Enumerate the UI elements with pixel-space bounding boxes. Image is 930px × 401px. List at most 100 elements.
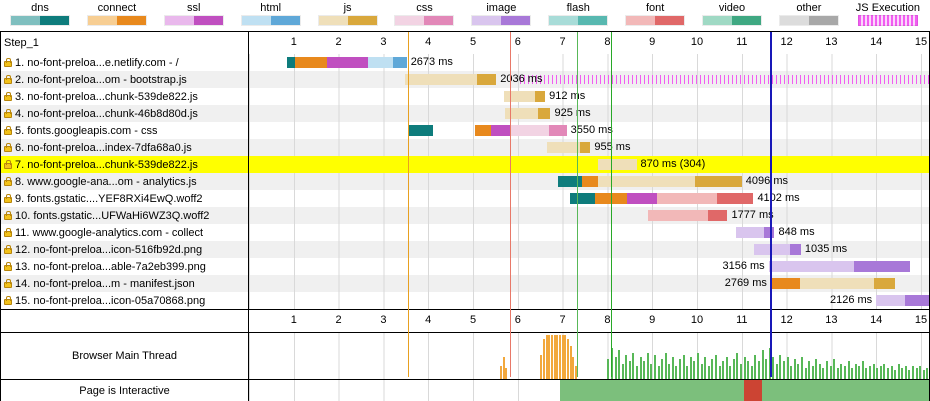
request-timeline-cell[interactable]: 955 ms <box>249 139 929 156</box>
request-bar-segment[interactable] <box>294 57 327 68</box>
request-bar-segment[interactable] <box>754 244 791 255</box>
request-label[interactable]: 15. no-font-preloa...icon-05a70868.png <box>15 294 206 307</box>
request-label[interactable]: 9. fonts.gstatic....YEF8RXi4EwQ.woff2 <box>15 192 203 205</box>
request-timeline-cell[interactable]: 3550 ms <box>249 122 929 139</box>
request-label-cell[interactable]: 2. no-font-preloa...om - bootstrap.js <box>1 71 249 88</box>
request-bar-segment[interactable] <box>594 193 627 204</box>
request-label[interactable]: 3. no-font-preloa...chunk-539de822.js <box>15 90 198 103</box>
request-bar-segment[interactable] <box>770 278 801 289</box>
request-label-cell[interactable]: 7. no-font-preloa...chunk-539de822.js <box>1 156 249 173</box>
request-bar-segment[interactable] <box>579 142 591 153</box>
request-label[interactable]: 10. fonts.gstatic...UFWaHi6WZ3Q.woff2 <box>15 209 210 222</box>
request-row[interactable]: 14. no-font-preloa...m - manifest.json 27… <box>1 275 929 292</box>
request-bar-segment[interactable] <box>537 108 551 119</box>
request-timeline-cell[interactable]: 1777 ms <box>249 207 929 224</box>
request-bar-segment[interactable] <box>534 91 546 102</box>
request-label-cell[interactable]: 6. no-font-preloa...index-7dfa68a0.js <box>1 139 249 156</box>
request-label-cell[interactable]: 15. no-font-preloa...icon-05a70868.png <box>1 292 249 309</box>
request-row[interactable]: 12. no-font-preloa...icon-516fb92d.png 10… <box>1 241 929 258</box>
request-label[interactable]: 1. no-font-preloa...e.netlify.com - / <box>15 56 179 69</box>
request-row[interactable]: 1. no-font-preloa...e.netlify.com - / 267… <box>1 54 929 71</box>
request-label[interactable]: 12. no-font-preloa...icon-516fb92d.png <box>15 243 203 256</box>
request-label-cell[interactable]: 10. fonts.gstatic...UFWaHi6WZ3Q.woff2 <box>1 207 249 224</box>
request-timeline-cell[interactable]: 2036 ms <box>249 71 929 88</box>
request-bar-segment[interactable] <box>490 125 510 136</box>
request-label[interactable]: 2. no-font-preloa...om - bootstrap.js <box>15 73 187 86</box>
request-bar-segment[interactable] <box>326 57 368 68</box>
request-bar-segment[interactable] <box>717 193 754 204</box>
request-timeline-cell[interactable]: 912 ms <box>249 88 929 105</box>
request-label[interactable]: 7. no-font-preloa...chunk-539de822.js <box>15 158 198 171</box>
request-timeline-cell[interactable]: 2126 ms <box>249 292 929 309</box>
request-bar-segment[interactable] <box>569 193 595 204</box>
request-bar-segment[interactable] <box>597 159 637 170</box>
request-bar-segment[interactable] <box>790 244 801 255</box>
request-label-cell[interactable]: 8. www.google-ana...om - analytics.js <box>1 173 249 190</box>
request-timeline-cell[interactable]: 925 ms <box>249 105 929 122</box>
request-bar-segment[interactable] <box>736 227 765 238</box>
request-timeline-cell[interactable]: 3156 ms <box>249 258 929 275</box>
request-bar-segment[interactable] <box>509 125 550 136</box>
request-label[interactable]: 14. no-font-preloa...m - manifest.json <box>15 277 195 290</box>
request-bar-segment[interactable] <box>558 176 582 187</box>
request-bar-segment[interactable] <box>905 295 929 306</box>
request-row[interactable]: 7. no-font-preloa...chunk-539de822.js 870… <box>1 156 929 173</box>
main-thread-chart[interactable] <box>249 333 929 379</box>
request-bar-segment[interactable] <box>392 57 407 68</box>
request-label[interactable]: 11. www.google-analytics.com - collect <box>15 226 204 239</box>
request-bar-segment[interactable] <box>694 176 742 187</box>
request-bar-segment[interactable] <box>768 261 854 272</box>
request-row[interactable]: 10. fonts.gstatic...UFWaHi6WZ3Q.woff2 177… <box>1 207 929 224</box>
request-bar-segment[interactable] <box>504 108 538 119</box>
request-bar-segment[interactable] <box>800 278 874 289</box>
request-bar-segment[interactable] <box>549 125 567 136</box>
request-bar-segment[interactable] <box>287 57 295 68</box>
request-row[interactable]: 9. fonts.gstatic....YEF8RXi4EwQ.woff2 410… <box>1 190 929 207</box>
request-row[interactable]: 6. no-font-preloa...index-7dfa68a0.js 955… <box>1 139 929 156</box>
request-bar-segment[interactable] <box>407 125 433 136</box>
request-label-cell[interactable]: 9. fonts.gstatic....YEF8RXi4EwQ.woff2 <box>1 190 249 207</box>
request-label-cell[interactable]: 12. no-font-preloa...icon-516fb92d.png <box>1 241 249 258</box>
request-bar-segment[interactable] <box>367 57 393 68</box>
request-label-cell[interactable]: 14. no-font-preloa...m - manifest.json <box>1 275 249 292</box>
request-row[interactable]: 8. www.google-ana...om - analytics.js 409… <box>1 173 929 190</box>
request-bar-segment[interactable] <box>547 142 580 153</box>
request-timeline-cell[interactable]: 848 ms <box>249 224 929 241</box>
request-bar-segment[interactable] <box>598 176 695 187</box>
request-bar-segment[interactable] <box>873 278 895 289</box>
request-label-cell[interactable]: 13. no-font-preloa...able-7a2eb399.png <box>1 258 249 275</box>
request-label[interactable]: 6. no-font-preloa...index-7dfa68a0.js <box>15 141 192 154</box>
request-bar-segment[interactable] <box>477 74 497 85</box>
request-label[interactable]: 8. www.google-ana...om - analytics.js <box>15 175 197 188</box>
request-timeline-cell[interactable]: 4102 ms <box>249 190 929 207</box>
request-row[interactable]: 13. no-font-preloa...able-7a2eb399.png 31… <box>1 258 929 275</box>
request-bar-segment[interactable] <box>504 91 535 102</box>
request-bar-segment[interactable] <box>475 125 491 136</box>
request-label[interactable]: 5. fonts.googleapis.com - css <box>15 124 158 137</box>
request-bar-segment[interactable] <box>876 295 906 306</box>
request-timeline-cell[interactable]: 870 ms (304) <box>249 156 929 173</box>
request-row[interactable]: 5. fonts.googleapis.com - css 3550 ms <box>1 122 929 139</box>
request-timeline-cell[interactable]: 2769 ms <box>249 275 929 292</box>
request-row[interactable]: 2. no-font-preloa...om - bootstrap.js 203… <box>1 71 929 88</box>
request-row[interactable]: 11. www.google-analytics.com - collect 84… <box>1 224 929 241</box>
request-bar-segment[interactable] <box>581 176 599 187</box>
request-bar-segment[interactable] <box>708 210 728 221</box>
request-label-cell[interactable]: 4. no-font-preloa...chunk-46b8d80d.js <box>1 105 249 122</box>
request-row[interactable]: 15. no-font-preloa...icon-05a70868.png 21… <box>1 292 929 309</box>
request-bar-segment[interactable] <box>764 227 775 238</box>
request-bar-segment[interactable] <box>853 261 911 272</box>
request-row[interactable]: 4. no-font-preloa...chunk-46b8d80d.js 925… <box>1 105 929 122</box>
request-bar-segment[interactable] <box>647 210 709 221</box>
request-label-cell[interactable]: 1. no-font-preloa...e.netlify.com - / <box>1 54 249 71</box>
request-label[interactable]: 4. no-font-preloa...chunk-46b8d80d.js <box>15 107 198 120</box>
request-label-cell[interactable]: 11. www.google-analytics.com - collect <box>1 224 249 241</box>
request-label[interactable]: 13. no-font-preloa...able-7a2eb399.png <box>15 260 206 273</box>
request-bar-segment[interactable] <box>404 74 478 85</box>
request-bar-segment[interactable] <box>626 193 657 204</box>
request-timeline-cell[interactable]: 2673 ms <box>249 54 929 71</box>
request-timeline-cell[interactable]: 4096 ms <box>249 173 929 190</box>
request-bar-segment[interactable] <box>656 193 718 204</box>
request-label-cell[interactable]: 5. fonts.googleapis.com - css <box>1 122 249 139</box>
request-timeline-cell[interactable]: 1035 ms <box>249 241 929 258</box>
